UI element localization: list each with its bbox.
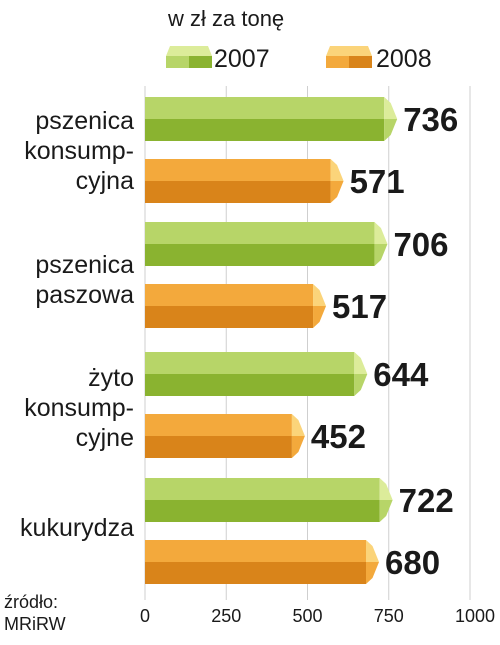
category-label-1-1: paszowa [35,281,134,309]
value-label-2008-0: 571 [350,163,405,200]
bar-2008-1 [145,284,327,328]
category-label-2-2: cyjne [76,424,134,452]
category-labels: pszenicakonsump-cyjnapszenicapaszoważyto… [20,107,134,542]
bar-2007-3 [145,478,393,522]
bar-2008-2 [145,414,305,458]
bar-2007-0 [145,97,398,141]
value-label-2008-2: 452 [311,418,366,455]
x-tick-label-3: 750 [374,606,404,626]
value-label-2007-3: 722 [399,482,454,519]
category-label-0-2: cyjna [76,167,134,195]
value-label-2007-1: 706 [393,226,448,263]
x-tick-label-4: 1000 [455,606,495,626]
bar-2007-2 [145,352,368,396]
legend-label-2007: 2007 [214,45,270,73]
x-tick-label-1: 250 [211,606,241,626]
bar-2007-1 [145,222,388,266]
bar-2008-0 [145,159,344,203]
bar-2008-3 [145,540,379,584]
category-label-2-0: żyto [88,364,134,392]
category-label-1-0: pszenica [35,251,134,279]
category-label-0-0: pszenica [35,107,134,135]
category-label-0-1: konsump- [24,137,134,165]
value-label-2007-2: 644 [373,356,429,393]
chart-subtitle: w zł za tonę [167,6,284,31]
value-label-2008-1: 517 [332,288,387,325]
legend-swatch-2007 [166,46,212,68]
value-label-2007-0: 736 [403,101,458,138]
source-line-1: źródło: [4,592,58,612]
x-tick-label-2: 500 [292,606,322,626]
legend-swatch-2008 [326,46,372,68]
value-label-2008-3: 680 [385,544,440,581]
legend-label-2008: 2008 [376,45,432,73]
category-label-2-1: konsump- [24,394,134,422]
category-label-3-0: kukurydza [20,514,134,542]
source-line-2: MRiRW [4,614,66,634]
x-tick-label-0: 0 [140,606,150,626]
x-axis-ticks: 0 250 500 750 1000 [140,606,495,626]
legend: 2007 2008 [166,45,432,73]
